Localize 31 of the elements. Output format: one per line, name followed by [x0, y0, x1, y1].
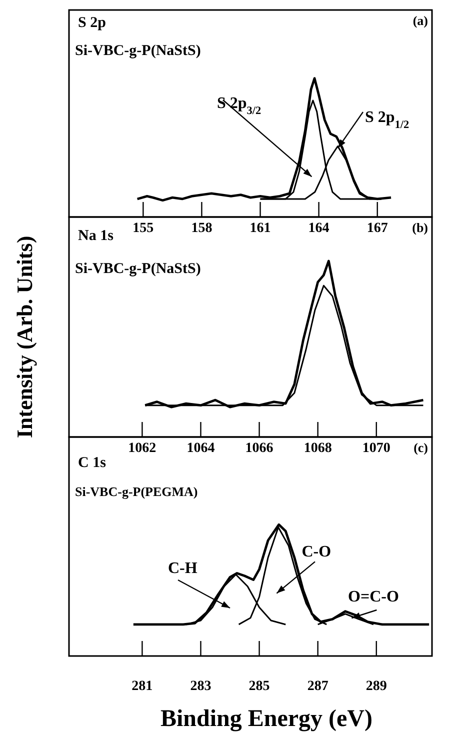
chart-subtitle: Si-VBC-g-P(NaStS): [75, 43, 201, 59]
annotation: S 2p$_{1/2}$: [365, 109, 410, 131]
chart-subtitle: Si-VBC-g-P(PEGMA): [75, 484, 198, 499]
x-tick-label: 164: [308, 221, 330, 236]
y-axis-title: Intensity (Arb. Units): [12, 236, 37, 438]
annotation: O=C-O: [348, 588, 399, 606]
chart-title: C 1s: [78, 455, 106, 471]
x-tick-label: 281: [132, 679, 153, 694]
x-tick-label: 155: [132, 221, 154, 236]
annotation: C-O: [302, 544, 332, 561]
x-tick-label: 1064: [186, 441, 215, 456]
text: (a): [412, 13, 428, 28]
x-tick-label: 1066: [245, 441, 274, 456]
chart-subtitle: Si-VBC-g-P(NaStS): [75, 261, 201, 277]
chart-title: Na 1s: [78, 228, 114, 244]
x-tick-label: 289: [366, 679, 387, 694]
x-tick-label: 287: [307, 679, 328, 694]
x-tick-label: 161: [250, 221, 271, 236]
x-tick-label: 1070: [362, 441, 390, 456]
x-tick-label: 167: [366, 221, 388, 236]
text: (c): [414, 440, 428, 455]
x-tick-label: 1062: [128, 441, 156, 456]
x-tick-label: 285: [248, 679, 270, 694]
x-tick-label: 283: [190, 679, 212, 694]
chart-title: S 2p: [78, 15, 106, 31]
annotation: S 2p$_{3/2}$: [217, 95, 262, 117]
text: (b): [412, 220, 428, 235]
x-tick-label: 158: [191, 221, 212, 236]
x-axis-title: Binding Energy (eV): [160, 706, 373, 732]
x-tick-label: 1068: [304, 441, 332, 456]
annotation: C-H: [168, 560, 198, 577]
